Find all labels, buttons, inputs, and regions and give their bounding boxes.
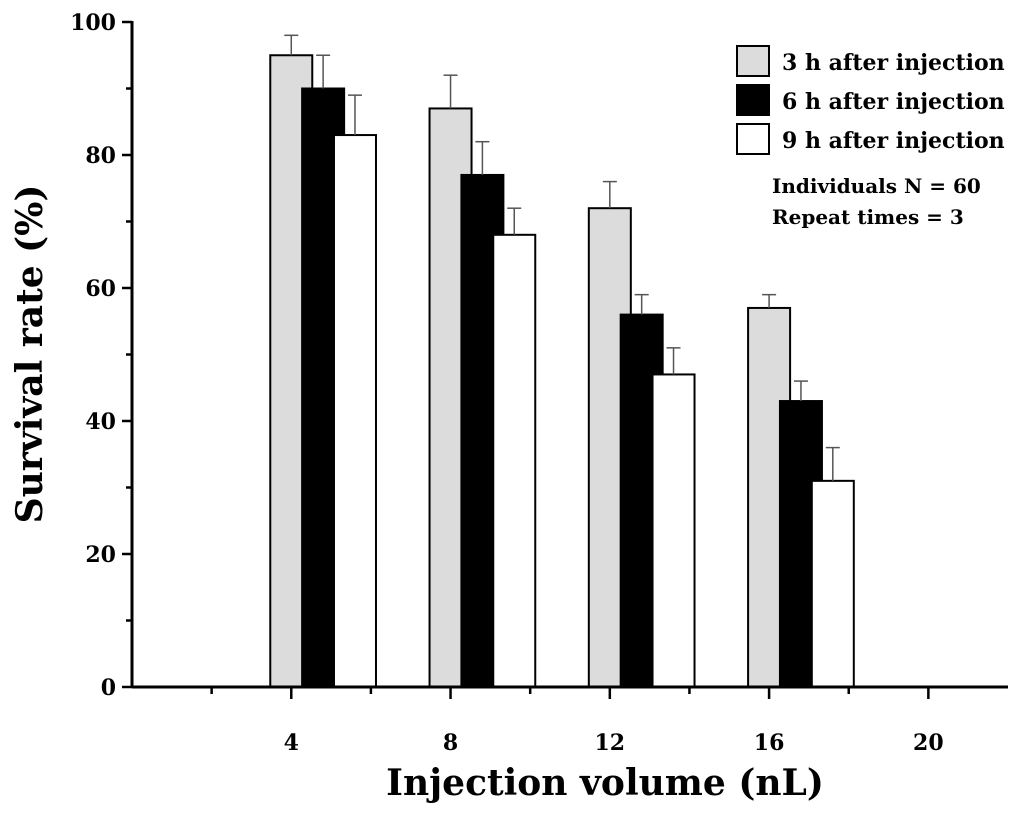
x-axis-title: Injection volume (nL) xyxy=(386,762,824,804)
annotation-repeat: Repeat times = 3 xyxy=(772,205,964,229)
y-tick-label-80: 80 xyxy=(85,143,116,169)
y-tick-label-0: 0 xyxy=(101,675,116,701)
y-tick-label-20: 20 xyxy=(85,542,116,568)
legend-swatch-1 xyxy=(737,46,769,76)
legend-label-2: 6 h after injection xyxy=(782,89,1005,115)
y-tick-label-60: 60 xyxy=(85,276,116,302)
bar-s3-8 xyxy=(493,235,535,687)
x-tick-label-20: 20 xyxy=(913,730,944,756)
y-tick-label-40: 40 xyxy=(85,409,116,435)
chart: 0 20 40 60 80 100 4 8 12 16 20 3 h after injection… xyxy=(0,0,1024,808)
legend-swatch-3 xyxy=(737,124,769,154)
annotations: Individuals N = 60 Repeat times = 3 xyxy=(772,174,981,229)
bar-s3-12 xyxy=(653,374,695,687)
bar-s3-4 xyxy=(334,135,376,687)
legend-swatch-2 xyxy=(737,85,769,115)
y-axis-title: Survival rate (%) xyxy=(9,185,51,524)
x-tick-label-16: 16 xyxy=(754,730,785,756)
annotation-individuals: Individuals N = 60 xyxy=(772,174,981,198)
y-tick-label-100: 100 xyxy=(70,10,116,36)
x-tick-label-4: 4 xyxy=(284,730,299,756)
bar-s3-16 xyxy=(812,481,854,687)
axes-layer: 0 20 40 60 80 100 4 8 12 16 20 xyxy=(70,10,1008,756)
x-tick-label-12: 12 xyxy=(595,730,626,756)
x-tick-label-8: 8 xyxy=(443,730,458,756)
legend: 3 h after injection 6 h after injection 9 … xyxy=(737,46,1005,154)
chart-svg: 0 20 40 60 80 100 4 8 12 16 20 3 h after injection… xyxy=(0,0,1024,808)
legend-label-3: 9 h after injection xyxy=(782,128,1005,154)
legend-label-1: 3 h after injection xyxy=(782,50,1005,76)
